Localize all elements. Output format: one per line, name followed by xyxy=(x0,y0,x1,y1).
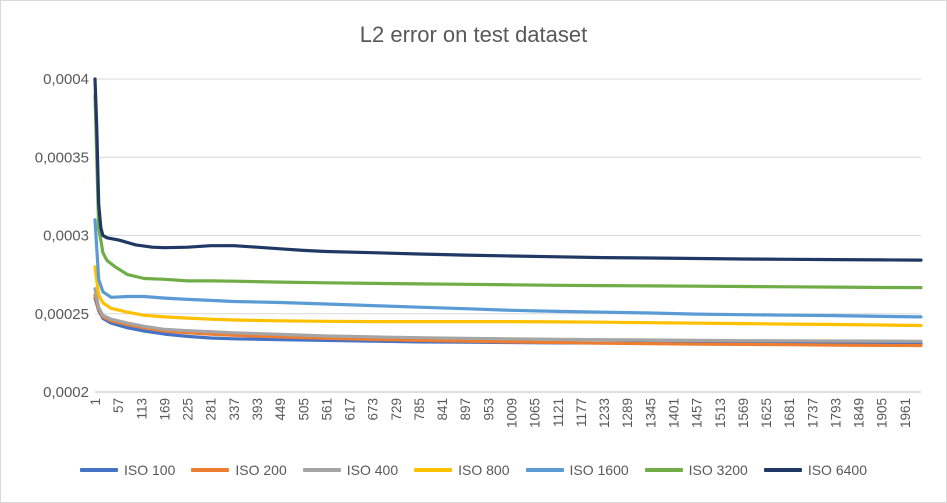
legend-swatch xyxy=(525,468,564,472)
legend-item: ISO 100 xyxy=(80,462,175,478)
x-tick-label: 1457 xyxy=(690,398,705,428)
x-tick-label: 1121 xyxy=(551,398,566,427)
x-tick-label: 1233 xyxy=(597,398,612,428)
x-tick-label: 393 xyxy=(250,398,265,421)
x-tick-label: 785 xyxy=(412,398,427,421)
x-tick-label: 1961 xyxy=(898,398,913,428)
series-lines xyxy=(93,77,923,348)
legend-swatch xyxy=(80,468,119,472)
x-tick-label: 281 xyxy=(204,398,219,421)
x-tick-label: 1681 xyxy=(782,398,797,428)
legend-swatch xyxy=(644,468,683,472)
x-tick-label: 57 xyxy=(111,398,126,413)
legend-item: ISO 6400 xyxy=(763,462,867,478)
x-tick-label: 1737 xyxy=(805,398,820,428)
x-tick-label: 1849 xyxy=(852,398,867,428)
legend-label: ISO 1600 xyxy=(569,462,629,478)
x-tick-label: 113 xyxy=(134,398,149,420)
x-tick-label: 449 xyxy=(273,398,288,421)
legend-swatch xyxy=(191,468,230,472)
x-tick-label: 1065 xyxy=(528,398,543,428)
legend-label: ISO 6400 xyxy=(807,462,867,478)
y-axis-ticks: 0,0002 0,00025 0,0003 0,00035 0,0004 xyxy=(35,71,89,401)
series-line-iso-800 xyxy=(93,265,923,328)
x-tick-label: 673 xyxy=(366,398,381,421)
series-line-iso-6400 xyxy=(93,77,923,262)
legend-label: ISO 400 xyxy=(346,462,399,478)
x-tick-label: 505 xyxy=(296,398,311,421)
legend-swatch xyxy=(763,468,802,472)
y-tick-label: 0,0003 xyxy=(43,228,89,245)
x-tick-label: 1625 xyxy=(759,398,774,428)
legend-swatch xyxy=(302,468,341,472)
x-tick-label: 841 xyxy=(435,398,450,421)
legend-label: ISO 100 xyxy=(124,462,176,478)
legend-swatch xyxy=(414,468,453,472)
legend-item: ISO 200 xyxy=(191,462,287,478)
legend-label: ISO 3200 xyxy=(688,462,748,478)
x-tick-label: 1513 xyxy=(713,398,728,428)
legend-label: ISO 800 xyxy=(458,462,510,478)
x-tick-label: 617 xyxy=(343,398,358,421)
x-tick-label: 729 xyxy=(389,398,404,421)
x-tick-label: 1 xyxy=(88,398,103,406)
x-tick-label: 169 xyxy=(157,398,172,421)
legend: ISO 100 ISO 200 ISO 400 ISO 800 ISO 1600 ISO … xyxy=(0,462,947,478)
legend-item: ISO 400 xyxy=(302,462,399,478)
x-tick-label: 1905 xyxy=(875,398,890,428)
x-tick-label: 897 xyxy=(458,398,473,421)
x-tick-label: 1289 xyxy=(620,398,635,428)
x-tick-label: 1345 xyxy=(643,398,658,428)
chart-title: L2 error on test dataset xyxy=(359,22,588,47)
y-tick-label: 0,00025 xyxy=(35,306,89,323)
x-tick-label: 561 xyxy=(319,398,334,421)
x-tick-label: 1177 xyxy=(574,398,589,427)
legend-label: ISO 200 xyxy=(235,462,287,478)
legend-item: ISO 3200 xyxy=(644,462,748,478)
y-tick-label: 0,0004 xyxy=(43,71,89,88)
legend-item: ISO 1600 xyxy=(525,462,629,478)
series-line-iso-400 xyxy=(93,287,923,343)
y-tick-label: 0,00035 xyxy=(35,149,89,166)
x-axis-ticks: 1 57 113 169 225 281 337 393 449 505 561 617 673 729 7… xyxy=(88,398,913,428)
x-tick-label: 953 xyxy=(481,398,496,421)
x-tick-label: 1793 xyxy=(828,398,843,428)
series-line-iso-3200 xyxy=(93,93,923,290)
legend-item: ISO 800 xyxy=(414,462,510,478)
y-tick-label: 0,0002 xyxy=(43,384,89,401)
x-tick-label: 1009 xyxy=(505,398,520,428)
series-line-iso-1600 xyxy=(93,218,923,319)
x-tick-label: 1569 xyxy=(736,398,751,428)
x-tick-label: 1401 xyxy=(666,398,681,428)
x-tick-label: 225 xyxy=(181,398,196,421)
x-tick-label: 337 xyxy=(227,398,242,421)
